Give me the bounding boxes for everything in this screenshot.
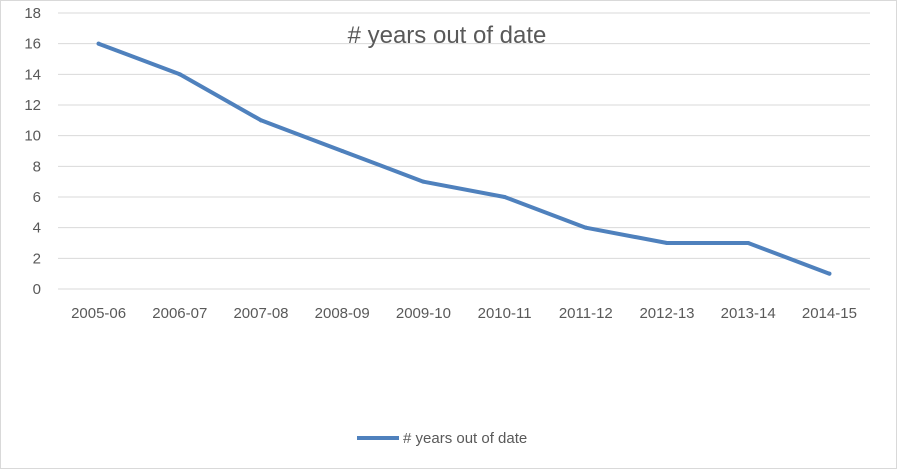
data-point [665,241,669,245]
x-tick-label: 2012-13 [639,305,694,322]
series-layer [96,41,832,276]
x-tick-label: 2011-12 [559,305,613,322]
y-tick-label: 10 [24,128,41,145]
x-tick-label: 2008-09 [315,305,370,322]
data-point [259,118,263,123]
x-tick-label: 2014-15 [802,305,857,322]
data-point [96,41,101,46]
data-point [502,195,507,199]
x-tick-label: 2013-14 [721,305,776,322]
y-axis-tick-labels: 0 2 4 6 8 10 12 14 16 18 [24,5,41,298]
x-tick-label: 2005-06 [71,305,126,322]
y-tick-label: 12 [24,97,41,114]
y-tick-label: 4 [33,220,41,237]
data-point [340,149,345,153]
gridlines [58,12,870,290]
y-tick-label: 2 [33,250,41,267]
y-tick-label: 6 [33,189,41,206]
data-point [583,225,588,230]
x-tick-label: 2007-08 [233,305,288,322]
data-point [746,241,751,245]
x-tick-label: 2009-10 [396,305,451,322]
data-point [177,72,182,77]
y-tick-label: 18 [24,5,41,22]
y-tick-label: 16 [24,36,41,53]
legend: # years out of date [357,430,527,447]
x-axis-tick-labels: 2005-06 2006-07 2007-08 2008-09 2009-10 2010-… [71,305,857,322]
data-point [827,271,832,276]
x-tick-label: 2006-07 [152,305,207,322]
chart-title: # years out of date [348,22,547,49]
x-tick-label: 2010-11 [478,305,532,322]
y-tick-label: 14 [24,66,41,83]
data-point [421,179,426,184]
legend-label: # years out of date [403,430,527,447]
y-tick-label: 0 [33,281,41,298]
y-tick-label: 8 [33,158,41,175]
series-line [96,41,832,276]
